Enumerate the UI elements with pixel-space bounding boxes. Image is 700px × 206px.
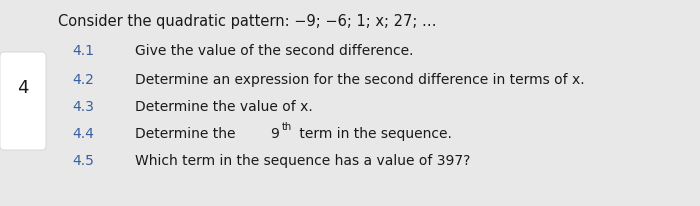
Text: Determine the value of x.: Determine the value of x. bbox=[135, 100, 313, 114]
Text: term in the sequence.: term in the sequence. bbox=[295, 127, 452, 141]
Text: Determine an expression for the second difference in terms of x.: Determine an expression for the second d… bbox=[135, 73, 584, 87]
Text: Consider the quadratic pattern: −9; −6; 1; x; 27; …: Consider the quadratic pattern: −9; −6; … bbox=[58, 14, 437, 29]
Text: 9: 9 bbox=[270, 127, 279, 141]
Text: Give the value of the second difference.: Give the value of the second difference. bbox=[135, 44, 414, 58]
Text: 4.3: 4.3 bbox=[72, 100, 94, 114]
Text: 4.5: 4.5 bbox=[72, 154, 94, 168]
Text: 4: 4 bbox=[18, 79, 29, 97]
Text: 4.1: 4.1 bbox=[72, 44, 94, 58]
Text: th: th bbox=[282, 122, 292, 132]
Text: 4.4: 4.4 bbox=[72, 127, 94, 141]
Text: Which term in the sequence has a value of 397?: Which term in the sequence has a value o… bbox=[135, 154, 470, 168]
Text: 4.2: 4.2 bbox=[72, 73, 94, 87]
Text: Determine the: Determine the bbox=[135, 127, 240, 141]
FancyBboxPatch shape bbox=[0, 52, 46, 150]
